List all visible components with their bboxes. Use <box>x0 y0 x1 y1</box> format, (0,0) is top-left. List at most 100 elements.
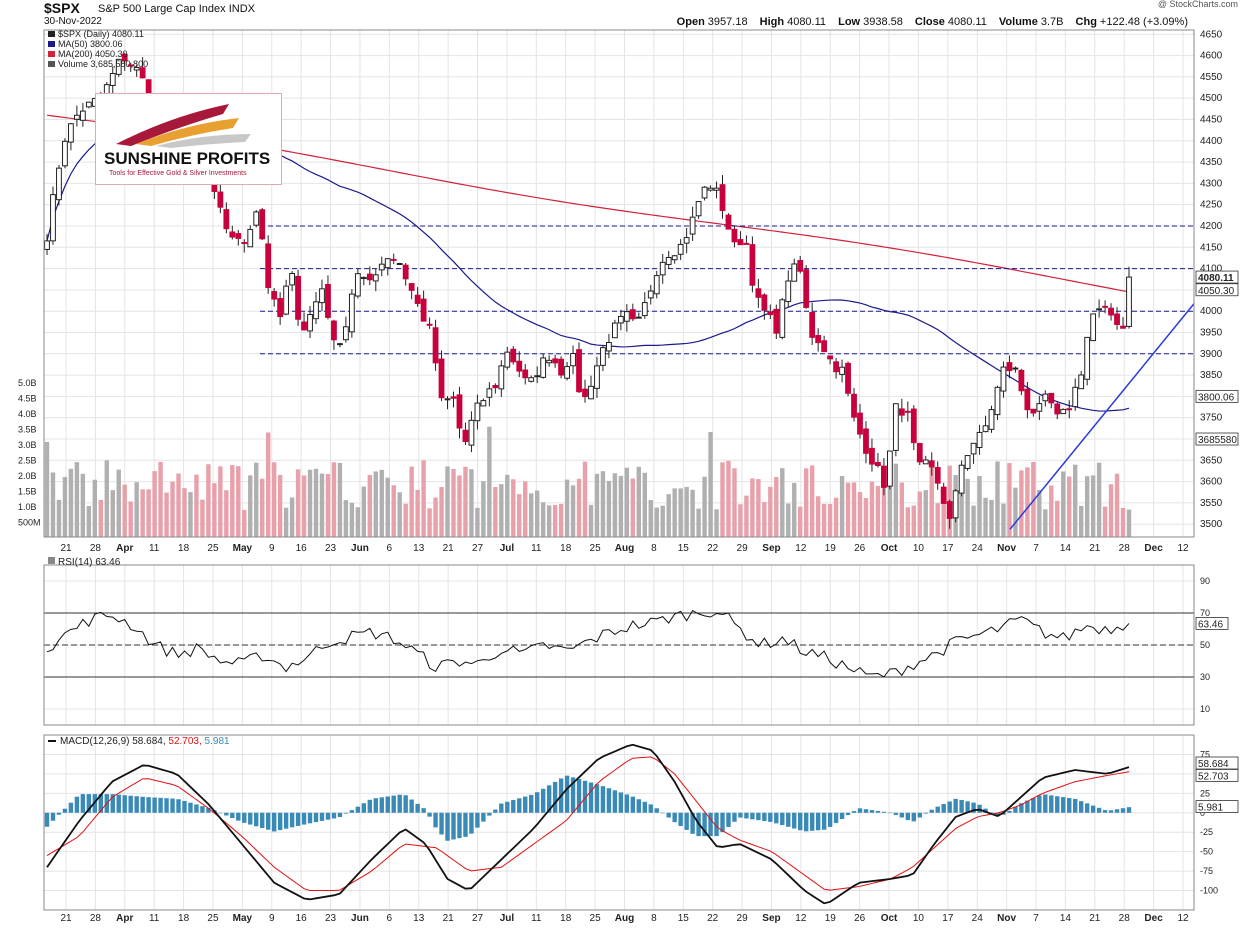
macd-histogram-bar <box>648 804 653 813</box>
macd-histogram-bar <box>570 777 576 813</box>
macd-histogram-bar <box>1072 798 1078 813</box>
volume-bar <box>1090 475 1096 537</box>
candle-up <box>695 201 702 217</box>
macd-histogram-bar <box>158 797 163 813</box>
x-tick-label: 12 <box>795 913 807 924</box>
candle-up <box>922 459 929 465</box>
candle-down <box>1066 408 1073 411</box>
candle-down <box>857 412 863 435</box>
macd-histogram-bar <box>965 801 970 813</box>
volume-tick-label: 1.0B <box>18 502 37 512</box>
volume-tick-label: 2.5B <box>18 456 37 466</box>
volume-bar <box>44 441 50 537</box>
volume-bar <box>337 462 343 537</box>
candle-down <box>438 358 445 399</box>
macd-histogram-bar <box>672 812 677 823</box>
candle-down <box>576 349 582 393</box>
volume-bar <box>1120 507 1126 537</box>
candle-up <box>988 409 995 430</box>
macd-histogram-bar <box>594 784 600 813</box>
candle-up <box>528 377 535 382</box>
x-tick-label: 27 <box>472 913 484 924</box>
x-tick-label: 28 <box>1119 543 1131 554</box>
candle-up <box>701 186 708 199</box>
candle-up <box>486 388 493 398</box>
x-tick-label: Nov <box>997 913 1016 924</box>
volume-bar <box>666 494 671 537</box>
x-tick-label: 18 <box>178 543 190 554</box>
volume-bar <box>726 460 731 537</box>
x-tick-label: 9 <box>269 543 275 554</box>
x-tick-label: 7 <box>1033 913 1039 924</box>
x-tick-label: Oct <box>881 543 898 554</box>
volume-bar <box>660 505 665 537</box>
macd-histogram-bar <box>893 812 899 815</box>
x-tick-label: 22 <box>707 543 719 554</box>
macd-histogram-bar <box>421 808 426 813</box>
macd-histogram-bar <box>833 812 839 823</box>
candle-up <box>1036 403 1043 412</box>
macd-histogram-bar <box>851 811 857 813</box>
macd-histogram-bar <box>301 812 307 825</box>
macd-histogram-bar <box>534 792 540 813</box>
volume-bar <box>708 431 713 537</box>
volume-bar <box>355 507 361 537</box>
y-tick-label: 4600 <box>1200 51 1223 62</box>
x-tick-label: 25 <box>590 543 602 554</box>
macd-histogram-bar <box>546 785 552 813</box>
macd-histogram-bar <box>62 808 68 813</box>
macd-histogram-bar <box>630 796 636 813</box>
x-tick-label: 24 <box>972 543 984 554</box>
macd-histogram-bar <box>152 797 157 813</box>
macd-histogram-bar <box>265 812 271 830</box>
volume-bar <box>833 497 839 537</box>
volume-bar <box>642 472 647 537</box>
macd-histogram-bar <box>475 812 480 828</box>
macd-histogram-bar <box>947 801 952 813</box>
x-tick-label: May <box>233 913 253 924</box>
candle-up <box>85 101 92 108</box>
x-tick-label: Dec <box>1144 913 1163 924</box>
rsi-legend-swatch <box>48 557 55 564</box>
candle-up <box>683 237 690 244</box>
volume-bar <box>104 460 109 537</box>
macd-histogram-bar <box>463 812 468 837</box>
candle-up <box>378 263 385 271</box>
macd-histogram-bar <box>1025 800 1030 813</box>
x-tick-label: 6 <box>387 543 393 554</box>
volume-bar <box>941 496 946 537</box>
x-tick-label: 21 <box>443 543 455 554</box>
macd-histogram-bar <box>1067 797 1072 813</box>
x-tick-label: 7 <box>1033 543 1039 554</box>
candle-down <box>725 214 732 230</box>
macd-histogram-bar <box>941 804 946 813</box>
volume-bar <box>792 482 797 537</box>
candle-down <box>1102 305 1108 308</box>
candle-up <box>570 353 576 367</box>
candle-up <box>342 326 349 341</box>
volume-bar <box>1055 500 1060 537</box>
volume-bar <box>379 469 384 537</box>
volume-bar <box>511 479 516 537</box>
macd-histogram-bar <box>971 802 976 813</box>
candle-up <box>319 288 325 304</box>
x-tick-label: 18 <box>560 913 572 924</box>
volume-bar <box>110 490 115 537</box>
x-tick-label: Aug <box>615 913 634 924</box>
macd-histogram-bar <box>1120 808 1126 813</box>
x-tick-label: 10 <box>913 543 925 554</box>
macd-histogram-bar <box>469 812 474 834</box>
volume-bar <box>552 505 558 537</box>
volume-bar <box>439 487 444 537</box>
macd-histogram-bar <box>821 812 827 830</box>
candle-down <box>366 273 373 281</box>
macd-histogram-bar <box>499 803 504 813</box>
macd-histogram-bar <box>756 812 761 821</box>
candle-down <box>265 243 272 289</box>
volume-bar <box>1061 471 1066 537</box>
macd-histogram-bar <box>762 812 767 822</box>
volume-bar <box>505 474 510 537</box>
candle-down <box>749 244 756 286</box>
macd-histogram-bar <box>690 812 695 834</box>
